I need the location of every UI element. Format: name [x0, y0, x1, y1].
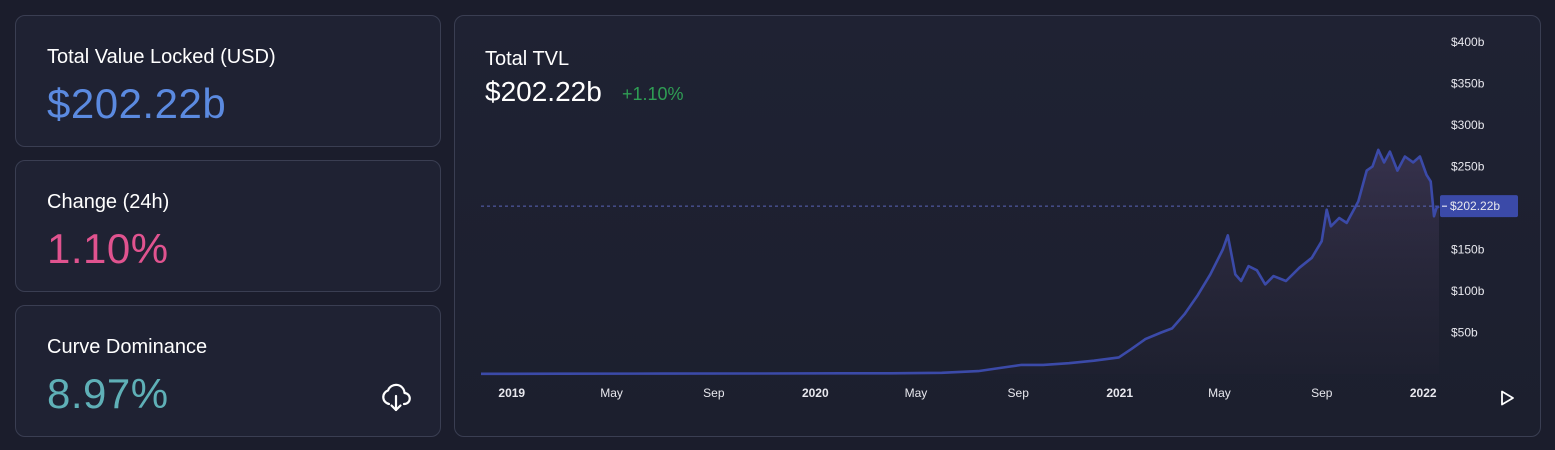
- x-tick-label: 2021: [1106, 386, 1133, 400]
- chart-title: Total TVL: [485, 48, 570, 70]
- stat-value: 1.10%: [47, 225, 169, 272]
- series-area: [481, 149, 1439, 374]
- x-tick-label: 2019: [498, 386, 525, 400]
- y-tick-label: $250b: [1451, 160, 1485, 174]
- stat-value: $202.22b: [47, 80, 227, 127]
- x-tick-label: 2020: [802, 386, 829, 400]
- y-tick-label: $50b: [1451, 326, 1478, 340]
- current-value-tag: [1440, 195, 1518, 218]
- x-tick-label: May: [905, 386, 928, 400]
- y-tick-label: $400b: [1451, 35, 1485, 49]
- x-tick-label: 2022: [1410, 386, 1437, 400]
- x-tick-label: Sep: [1008, 386, 1030, 400]
- tvl-chart-card: $50b$100b$150b$200b$250b$300b$350b$400b …: [454, 15, 1541, 437]
- stat-value: 8.97%: [47, 370, 169, 417]
- x-tick-label: May: [600, 386, 623, 400]
- x-tick-label: Sep: [1311, 386, 1333, 400]
- x-tick-label: Sep: [703, 386, 725, 400]
- y-tick-label: $300b: [1451, 118, 1485, 132]
- chart-change: +1.10%: [622, 84, 684, 104]
- play-icon[interactable]: [1498, 389, 1516, 407]
- current-value-label: $202.22b: [1450, 199, 1500, 213]
- stat-label: Total Value Locked (USD): [47, 46, 276, 68]
- chart-value: $202.22b: [485, 76, 602, 107]
- download-cloud-icon[interactable]: [380, 382, 412, 414]
- stat-card-dominance: Curve Dominance 8.97%: [15, 305, 441, 437]
- stat-card-tvl: Total Value Locked (USD) $202.22b: [15, 15, 441, 147]
- stat-label: Curve Dominance: [47, 336, 208, 358]
- y-tick-label: $350b: [1451, 77, 1485, 91]
- series-line: [480, 148, 1440, 376]
- x-tick-label: May: [1208, 386, 1231, 400]
- y-tick-label: $150b: [1451, 243, 1485, 257]
- y-tick-label: $100b: [1451, 284, 1485, 298]
- tvl-chart: $50b$100b$150b$200b$250b$300b$350b$400b …: [480, 35, 1518, 400]
- stat-card-change: Change (24h) 1.10%: [15, 160, 441, 292]
- stat-label: Change (24h): [47, 191, 170, 213]
